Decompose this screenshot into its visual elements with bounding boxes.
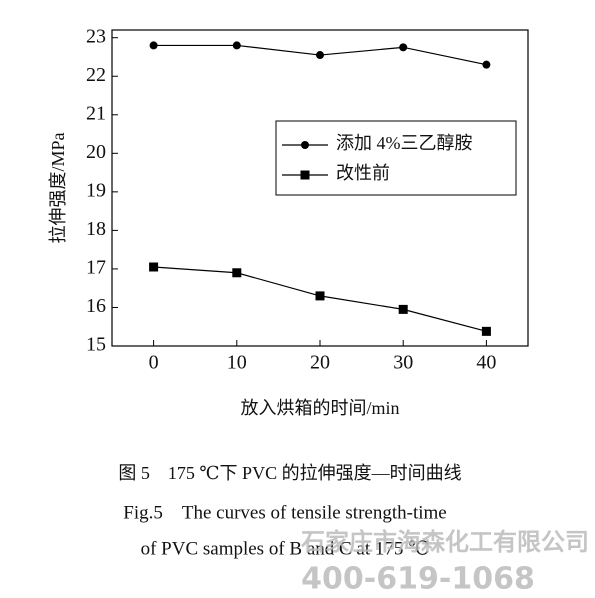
- x-tick-label: 0: [149, 352, 159, 374]
- y-tick-label: 18: [86, 218, 106, 240]
- y-tick-label: 23: [86, 25, 106, 47]
- marker: [301, 141, 309, 149]
- marker: [149, 41, 158, 50]
- y-tick-label: 16: [86, 295, 106, 317]
- x-tick-label: 20: [310, 352, 330, 374]
- y-tick-label: 15: [86, 334, 106, 356]
- marker: [398, 304, 408, 314]
- marker: [316, 51, 324, 60]
- y-tick-label: 19: [86, 179, 106, 201]
- legend-label: 添加 4%三乙醇胺: [336, 133, 473, 153]
- marker: [481, 326, 491, 336]
- caption-en: Fig.5 The curves of tensile strength-tim…: [123, 502, 446, 523]
- marker: [482, 60, 491, 69]
- y-axis-label: 拉伸强度/MPa: [48, 132, 68, 243]
- legend-box: [275, 120, 517, 196]
- y-tick-label: 20: [86, 141, 106, 163]
- y-tick-label: 21: [86, 102, 106, 124]
- watermark: 400-619-1068: [301, 562, 535, 597]
- y-tick-label: 22: [86, 64, 106, 86]
- caption-cn: 图 5 175 ℃下 PVC 的拉伸强度—时间曲线: [118, 463, 461, 483]
- x-tick-label: 30: [393, 352, 413, 374]
- x-tick-label: 10: [227, 352, 247, 374]
- marker: [232, 268, 242, 278]
- caption-en: of PVC samples of B and C at 175 ℃: [141, 538, 430, 559]
- marker: [300, 170, 310, 180]
- x-axis-label: 放入烘箱的时间/min: [240, 398, 399, 418]
- marker: [399, 43, 408, 52]
- legend-label: 改性前: [336, 163, 390, 183]
- marker: [149, 262, 159, 272]
- marker: [315, 291, 325, 301]
- y-tick-label: 17: [86, 257, 106, 279]
- marker: [232, 41, 241, 50]
- x-tick-label: 40: [476, 352, 496, 374]
- watermark: 石家庄市海森化工有限公司: [300, 528, 589, 556]
